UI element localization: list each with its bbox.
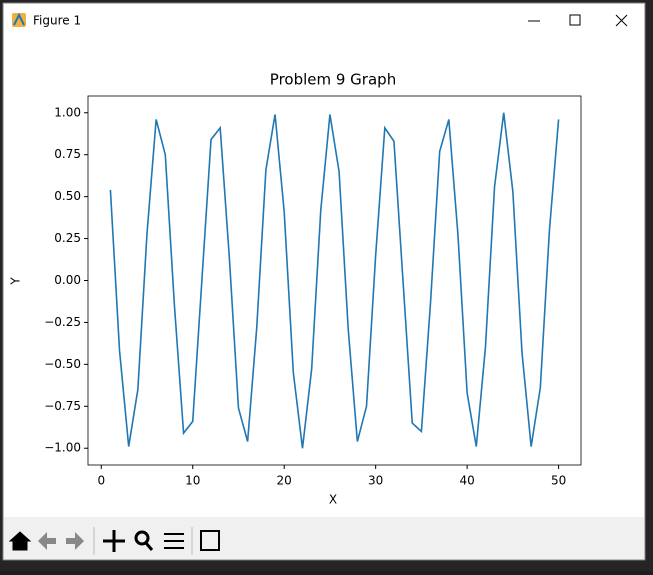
y-tick-label: −1.00 [44, 441, 81, 455]
y-tick-label: −0.75 [44, 399, 81, 413]
zoom-button[interactable] [134, 530, 154, 551]
y-tick-label: 0.25 [54, 231, 81, 245]
x-tick-label: 20 [277, 474, 292, 488]
configure-button[interactable] [164, 533, 184, 549]
maximize-button[interactable] [569, 14, 581, 26]
x-tick-label: 10 [185, 474, 200, 488]
y-tick-label: 0.75 [54, 147, 81, 161]
toolbar-icons [8, 527, 220, 555]
pan-button[interactable] [103, 530, 125, 552]
axes-frame [87, 95, 582, 466]
y-tick-label: 0.00 [54, 273, 81, 287]
data-line [109, 112, 560, 449]
y-tick-label: 1.00 [54, 105, 81, 119]
y-tick-label: −0.50 [44, 357, 81, 371]
y-tick-label: −0.25 [44, 315, 81, 329]
x-tick-label: 50 [551, 474, 566, 488]
window-title: Figure 1 [33, 14, 81, 28]
window-icon [12, 12, 26, 27]
x-tick-label: 30 [368, 474, 383, 488]
y-tick-label: 0.50 [54, 189, 81, 203]
chart-title: Problem 9 Graph [270, 71, 396, 89]
x-tick-label: 0 [97, 474, 105, 488]
plot: Problem 9 Graph X Y 0 10 20 30 40 50 −1.00 −0.7… [9, 71, 582, 507]
save-button[interactable] [200, 530, 220, 551]
y-axis-label: Y [9, 277, 23, 286]
close-button[interactable] [615, 14, 628, 27]
x-axis-label: X [329, 493, 337, 507]
toolbar [4, 517, 644, 559]
home-button[interactable] [8, 531, 32, 551]
forward-button[interactable] [66, 532, 84, 550]
x-tick-label: 40 [459, 474, 474, 488]
back-button[interactable] [38, 532, 56, 550]
